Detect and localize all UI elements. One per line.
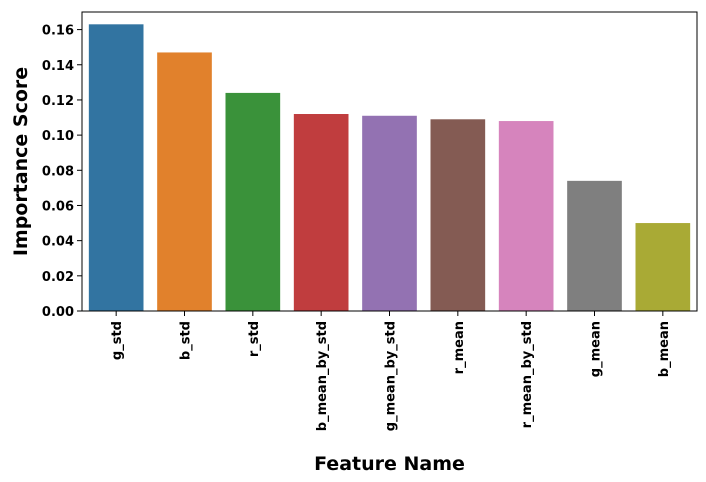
y-tick-label: 0.04 bbox=[42, 235, 74, 250]
x-axis-ticks: g_std b_std r_std b_mean_by_std g_mean_by_st… bbox=[110, 311, 672, 431]
bar-b-std bbox=[157, 52, 212, 311]
y-axis-title: Importance Score bbox=[10, 67, 32, 256]
x-tick-label: g_std bbox=[110, 321, 125, 360]
x-tick-label: r_mean_by_std bbox=[520, 321, 535, 428]
y-tick-label: 0.14 bbox=[42, 59, 74, 74]
x-axis-title: Feature Name bbox=[314, 453, 465, 475]
x-tick-label: b_mean_by_std bbox=[315, 321, 330, 431]
bars-group bbox=[88, 24, 691, 311]
y-tick-label: 0.02 bbox=[42, 270, 74, 285]
bar-g-std bbox=[88, 24, 144, 311]
bar-r-mean-by-std bbox=[498, 121, 554, 311]
y-tick-label: 0.16 bbox=[42, 24, 74, 39]
plot-frame bbox=[81, 11, 698, 312]
bar-g-mean-by-std bbox=[362, 115, 417, 311]
y-tick-label: 0.06 bbox=[42, 199, 74, 214]
bar-b-mean-by-std bbox=[293, 114, 349, 311]
y-tick-label: 0.10 bbox=[42, 129, 74, 144]
bar-r-mean bbox=[430, 119, 486, 311]
x-tick-label: g_mean bbox=[589, 321, 604, 377]
y-tick-label: 0.12 bbox=[42, 94, 74, 109]
bar-b-mean bbox=[635, 223, 691, 311]
x-tick-label: r_mean bbox=[452, 321, 467, 374]
y-axis-ticks: 0.00 0.02 0.04 0.06 0.08 0.10 0.12 0.14 0.16 bbox=[42, 24, 82, 320]
x-tick-label: b_std bbox=[179, 321, 194, 360]
bar-g-mean bbox=[567, 180, 622, 311]
x-tick-label: g_mean_by_std bbox=[384, 321, 399, 431]
y-tick-label: 0.08 bbox=[42, 164, 74, 179]
bar-r-std bbox=[225, 92, 281, 311]
y-tick-label: 0.00 bbox=[42, 305, 74, 320]
x-tick-label: r_std bbox=[247, 321, 262, 357]
x-tick-label: b_mean bbox=[657, 321, 672, 377]
